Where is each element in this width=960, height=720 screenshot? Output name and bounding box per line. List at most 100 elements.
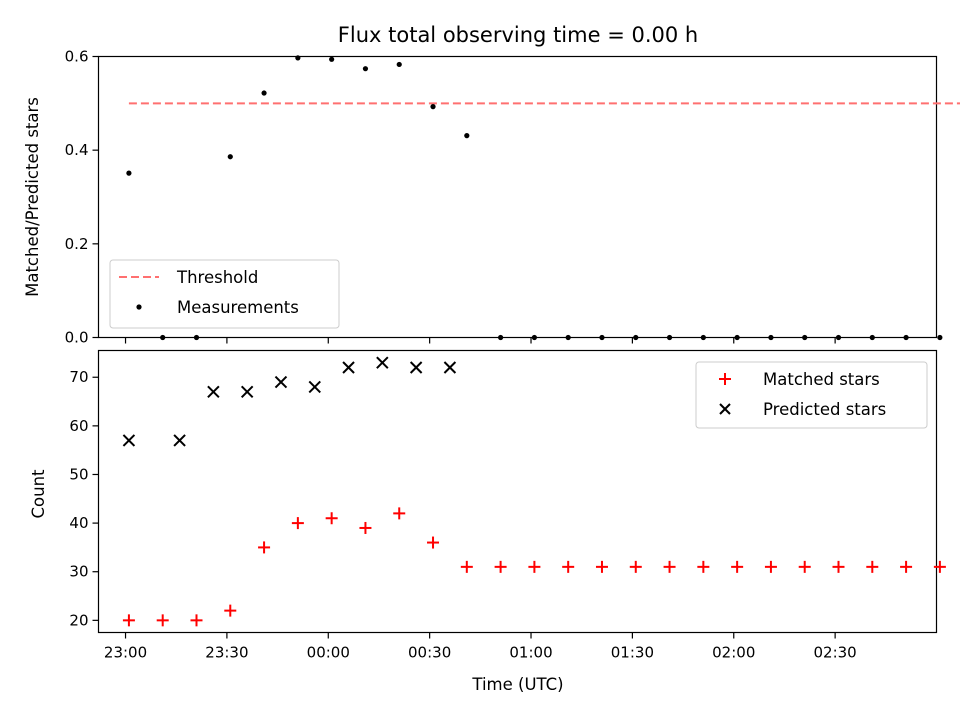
x-tick-label: 23:30	[205, 644, 248, 662]
legend-measurements-label: Measurements	[177, 298, 299, 317]
measurement-point	[700, 334, 706, 341]
bottom-ytick-label: 20	[69, 611, 88, 629]
matched-star-point	[798, 560, 811, 573]
top-y-ticks: 0.0 0.2 0.4 0.6	[65, 48, 99, 347]
predicted-star-point	[376, 356, 389, 369]
measurement-point	[835, 334, 842, 341]
predicted-star-point	[240, 385, 254, 399]
measurement-point	[160, 334, 166, 341]
measurement-point	[802, 334, 808, 341]
matched-star-point	[528, 560, 541, 573]
bottom-ytick-label: 60	[69, 417, 88, 435]
matched-star-point	[900, 560, 913, 573]
bottom-panel: 20 30 40 50 60 70 23:00 23:30 00:00 00:30 01:00 01…	[29, 349, 946, 694]
measurement-point	[869, 334, 875, 341]
chart-title: Flux total observing time = 0.00 h	[338, 23, 698, 47]
x-tick-label: 01:00	[509, 644, 552, 662]
measurement-point	[261, 90, 267, 96]
bottom-y-axis-label: Count	[29, 469, 48, 519]
measurement-point	[329, 56, 335, 62]
top-legend: Threshold Measurements	[109, 259, 340, 329]
top-y-axis-label: Matched/Predicted stars	[23, 97, 42, 297]
measurement-point	[734, 334, 740, 341]
predicted-star-point	[342, 361, 355, 374]
matched-star-point	[258, 541, 271, 554]
predicted-star-point	[207, 385, 220, 399]
matched-star-point	[731, 560, 744, 573]
measurement-point	[227, 154, 233, 160]
bottom-marks	[122, 356, 946, 627]
bottom-x-ticks: 23:00 23:30 00:00 00:30 01:00 01:30 02:00 02:30	[104, 632, 857, 662]
matched-star-point	[562, 560, 575, 573]
matched-star-point	[359, 521, 372, 534]
bottom-legend: Matched stars Predicted stars	[695, 361, 928, 429]
legend-threshold-label: Threshold	[176, 268, 258, 287]
bottom-ytick-label: 70	[69, 368, 88, 386]
measurement-point	[903, 334, 909, 341]
bottom-ytick-label: 30	[69, 563, 88, 581]
legend-matched-swatch	[719, 373, 731, 385]
x-axis-label: Time (UTC)	[471, 675, 563, 694]
legend-matched-label: Matched stars	[763, 370, 880, 389]
measurement-point	[531, 334, 537, 341]
matched-star-point	[494, 560, 507, 573]
top-ytick-label: 0.2	[65, 235, 89, 253]
matched-star-point	[697, 560, 710, 573]
bottom-ytick-label: 40	[69, 514, 88, 532]
measurement-point	[396, 61, 402, 68]
matched-star-point	[663, 560, 676, 573]
matched-star-point	[933, 560, 946, 573]
matched-star-point	[629, 560, 642, 573]
legend-measurements-swatch	[136, 304, 142, 310]
predicted-star-point	[409, 361, 423, 374]
x-tick-label: 02:00	[712, 644, 755, 662]
x-tick-label: 01:30	[611, 644, 654, 662]
x-tick-label: 23:00	[104, 644, 147, 662]
measurement-point	[362, 66, 369, 72]
predicted-star-point	[308, 380, 321, 394]
top-ytick-label: 0.6	[65, 48, 89, 66]
bottom-legend-box	[695, 361, 928, 429]
measurement-point	[565, 334, 571, 341]
top-x-ticks	[124, 337, 836, 344]
x-tick-label: 02:30	[814, 644, 857, 662]
matched-star-point	[156, 614, 169, 627]
matched-star-point	[595, 560, 608, 573]
predicted-star-point	[274, 375, 288, 389]
predicted-star-point	[173, 434, 186, 447]
bottom-y-ticks: 20 30 40 50 60 70	[69, 368, 99, 629]
legend-predicted-label: Predicted stars	[763, 400, 886, 419]
top-panel: 0.0 0.2 0.4 0.6 Matched/Predicted stars Thr…	[23, 48, 960, 347]
matched-star-point	[866, 560, 879, 573]
top-legend-box	[109, 259, 340, 329]
x-tick-label: 00:00	[307, 644, 350, 662]
matched-star-point	[427, 536, 440, 549]
top-marks	[126, 55, 960, 341]
measurement-point	[666, 334, 673, 341]
measurement-point	[937, 334, 943, 341]
matched-star-point	[224, 604, 237, 617]
measurement-point	[498, 334, 504, 341]
legend-predicted-swatch	[719, 403, 731, 415]
matched-star-point	[460, 560, 473, 573]
predicted-star-point	[122, 434, 136, 447]
top-ytick-label: 0.4	[65, 141, 89, 159]
matched-star-point	[764, 560, 777, 573]
matched-star-point	[291, 517, 304, 530]
x-tick-label: 00:30	[408, 644, 451, 662]
measurement-point	[768, 334, 774, 341]
measurement-point	[633, 334, 639, 341]
matched-star-point	[832, 560, 845, 573]
matched-star-point	[393, 507, 406, 520]
bottom-ytick-label: 50	[69, 465, 88, 483]
measurement-point	[193, 334, 200, 341]
matched-star-point	[325, 512, 338, 525]
measurement-point	[126, 170, 132, 176]
matched-star-point	[190, 614, 203, 627]
measurement-point	[464, 133, 470, 139]
measurement-point	[430, 104, 436, 110]
measurement-point	[295, 55, 301, 61]
top-ytick-label: 0.0	[65, 329, 89, 347]
measurement-point	[599, 334, 605, 341]
